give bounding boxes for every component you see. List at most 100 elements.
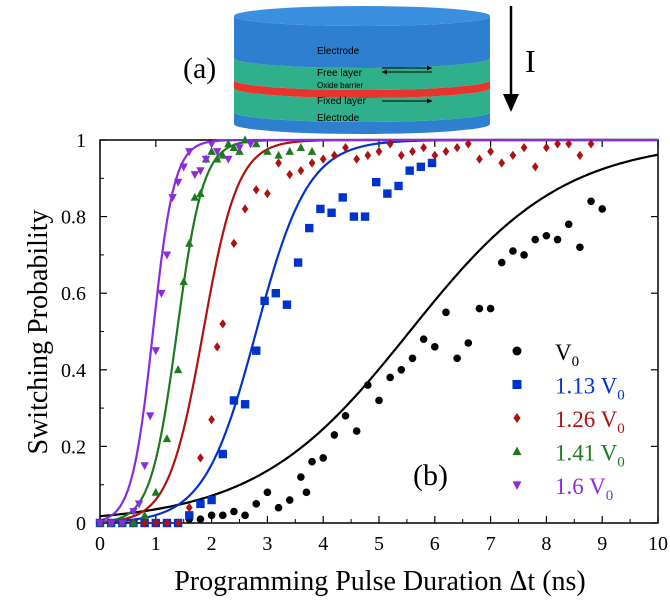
data-point [486, 304, 495, 313]
data-point [386, 373, 394, 382]
x-tick-label: 7 [486, 533, 496, 555]
legend-marker [512, 446, 522, 456]
data-point [263, 488, 272, 497]
data-point [553, 235, 562, 244]
data-point [509, 150, 517, 160]
data-point [224, 155, 233, 164]
data-point [140, 510, 149, 519]
data-point [420, 143, 427, 153]
data-point [286, 169, 294, 180]
data-point [342, 143, 349, 153]
data-point [196, 167, 205, 176]
data-point [246, 140, 255, 149]
data-point [163, 518, 171, 528]
stack-layer-label: Free layer [317, 68, 363, 79]
data-point [207, 511, 216, 520]
data-point [190, 171, 200, 180]
data-point [213, 342, 221, 352]
current-label: I [525, 43, 536, 79]
data-point [151, 487, 160, 496]
data-point [453, 143, 461, 153]
plot-frame [99, 139, 659, 524]
data-point [263, 146, 272, 155]
data-point [497, 258, 506, 267]
data-point [565, 139, 573, 149]
data-point [129, 518, 138, 527]
data-point [229, 143, 239, 152]
data-point [140, 462, 149, 471]
data-point [240, 400, 250, 409]
legend-marker [512, 481, 522, 490]
data-point [331, 150, 338, 160]
current-arrow [503, 6, 519, 112]
magnetization-arrow-head [427, 65, 432, 71]
data-point [360, 212, 370, 221]
data-point [375, 396, 383, 405]
data-point [509, 247, 517, 255]
data-point [106, 519, 116, 528]
x-tick-label: 2 [207, 533, 217, 555]
x-tick-label: 10 [648, 533, 668, 555]
stack-top-face [234, 6, 490, 26]
data-point [476, 154, 483, 164]
stack-layer-2 [234, 58, 490, 90]
y-tick-label: 0.6 [61, 283, 86, 305]
data-point [349, 212, 359, 221]
data-point [297, 166, 305, 176]
data-point [487, 146, 494, 157]
data-point [218, 449, 227, 459]
data-point [252, 139, 261, 148]
data-point [219, 319, 227, 329]
data-point [282, 300, 292, 309]
data-point [162, 251, 172, 260]
data-point [252, 185, 260, 195]
stack-layer-1 [234, 16, 490, 68]
data-point [146, 412, 155, 421]
data-point [190, 192, 200, 201]
x-tick-label: 4 [318, 533, 328, 555]
data-point [302, 488, 311, 497]
data-point [274, 503, 283, 512]
data-point [151, 347, 160, 356]
x-tick-label: 0 [95, 533, 105, 555]
data-point [241, 511, 249, 520]
data-point [308, 158, 316, 168]
data-point [307, 146, 317, 155]
data-point [212, 148, 222, 157]
data-point [542, 231, 551, 240]
data-point [330, 431, 339, 439]
y-tick-label: 0.8 [61, 207, 86, 229]
data-point [129, 508, 138, 517]
current-arrow-head [503, 94, 519, 112]
data-point [364, 381, 372, 389]
data-point [252, 500, 261, 508]
data-point [196, 515, 205, 523]
data-point [498, 158, 506, 168]
data-point [264, 189, 271, 199]
data-point [230, 507, 238, 516]
legend-marker [513, 413, 521, 423]
data-point [386, 139, 394, 149]
magnetization-arrow-head [427, 98, 432, 104]
data-point [409, 146, 416, 157]
data-point [230, 238, 238, 249]
data-point [375, 146, 383, 157]
data-point [531, 235, 540, 244]
y-tick-label: 0.2 [61, 436, 86, 458]
data-point [372, 177, 381, 187]
legend-marker [512, 346, 522, 356]
data-point [185, 148, 194, 157]
axis-ticks: 0 1 2 3 4 5 6 7 8 9 10 0 0.2 0.4 0.6 0.8 1 [61, 130, 668, 555]
data-point [531, 162, 539, 172]
data-point [141, 518, 148, 528]
data-point [134, 500, 144, 509]
x-tick-label: 8 [541, 533, 551, 555]
data-point [179, 163, 188, 172]
data-point [252, 346, 261, 355]
data-point [587, 139, 595, 149]
data-point [185, 238, 194, 247]
data-point [442, 146, 450, 157]
data-point [316, 204, 325, 214]
x-tick-label: 1 [151, 533, 161, 555]
